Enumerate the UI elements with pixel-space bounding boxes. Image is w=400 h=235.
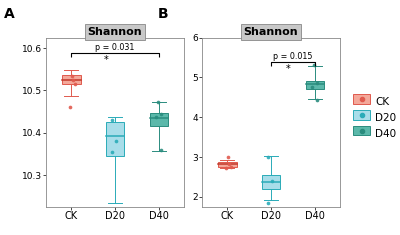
Point — [70, 78, 76, 82]
Point — [265, 201, 271, 205]
Point — [152, 115, 159, 119]
Point — [157, 112, 164, 116]
Point — [109, 118, 115, 122]
Point — [223, 166, 230, 170]
Point — [226, 162, 232, 166]
Point — [67, 105, 74, 108]
Bar — [262, 175, 280, 189]
Text: *: * — [104, 55, 109, 65]
Point — [158, 148, 164, 152]
Point — [113, 139, 119, 143]
Point — [313, 82, 320, 85]
Bar — [150, 113, 168, 126]
Bar — [218, 162, 236, 167]
Point — [228, 165, 234, 168]
Text: A: A — [4, 7, 15, 21]
Point — [308, 86, 315, 89]
Text: B: B — [158, 7, 169, 21]
Point — [265, 155, 271, 159]
Text: p = 0.015: p = 0.015 — [273, 52, 312, 61]
Point — [69, 74, 75, 78]
Point — [109, 150, 115, 154]
Point — [310, 64, 317, 67]
Point — [154, 100, 161, 104]
Point — [72, 82, 78, 86]
Point — [225, 156, 231, 159]
Bar — [306, 81, 324, 89]
Point — [269, 179, 275, 183]
Title: Shannon: Shannon — [88, 27, 142, 37]
Bar — [106, 122, 124, 156]
Bar — [62, 75, 80, 84]
Legend: CK, D20, D40: CK, D20, D40 — [351, 94, 398, 141]
Text: p = 0.031: p = 0.031 — [95, 43, 135, 52]
Point — [314, 98, 320, 102]
Title: Shannon: Shannon — [244, 27, 298, 37]
Text: *: * — [286, 64, 291, 74]
